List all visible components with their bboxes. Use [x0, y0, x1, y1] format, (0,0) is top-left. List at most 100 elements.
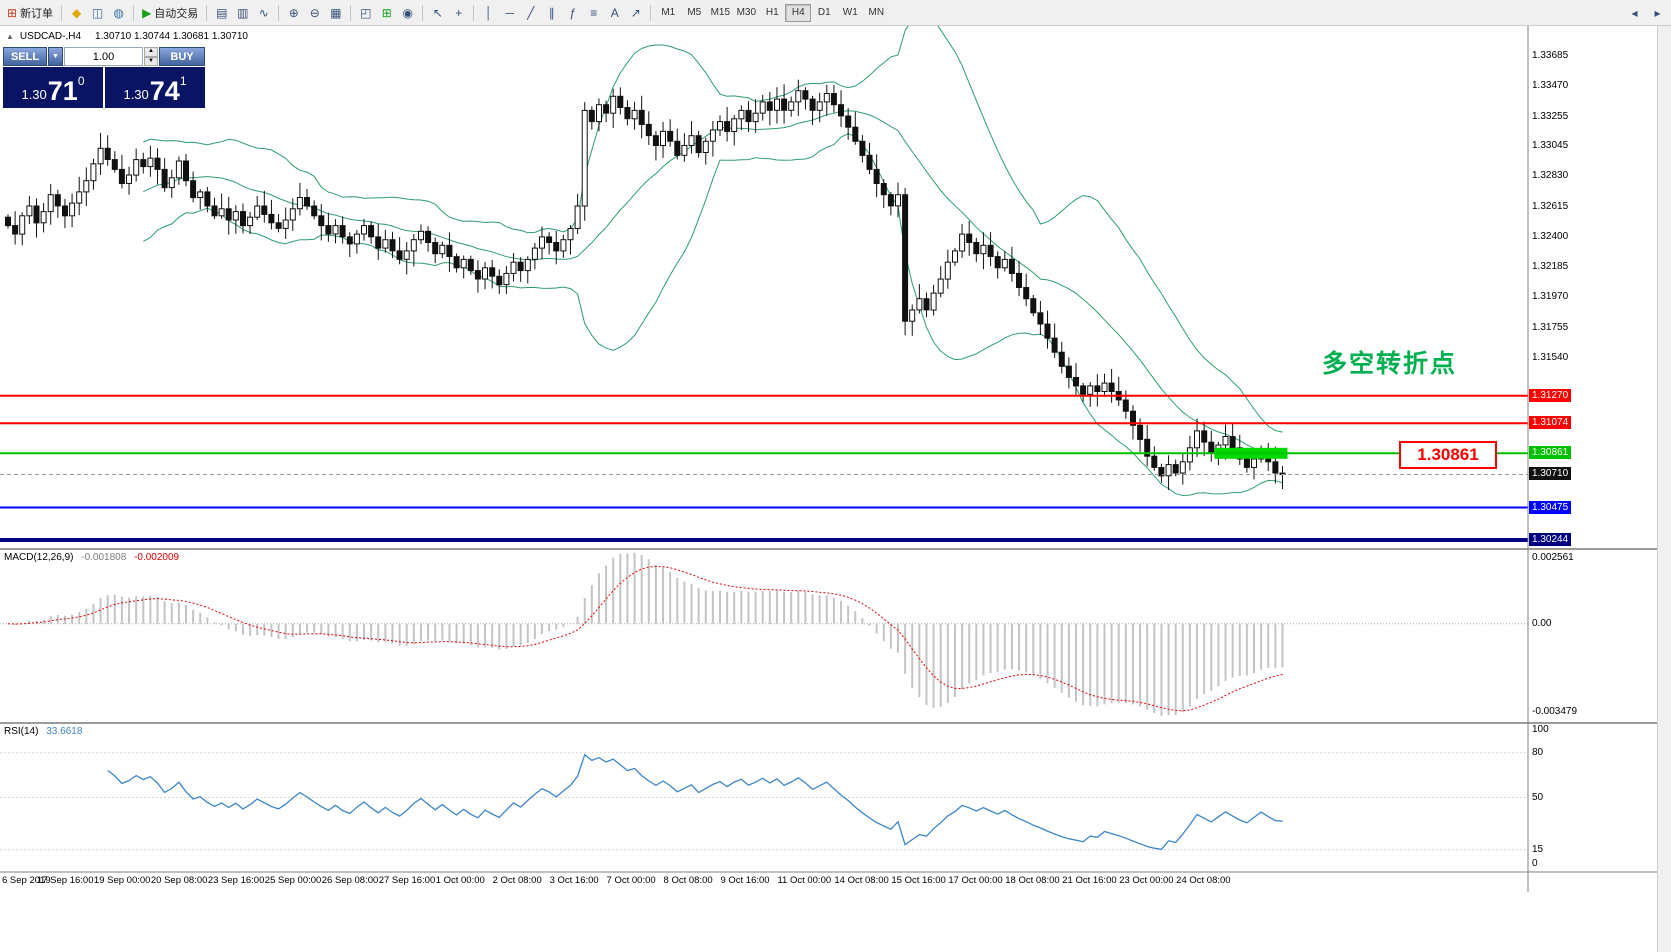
new-chart-button[interactable]: ⊞ [376, 3, 397, 23]
price-tag: 1.30861 [1529, 446, 1572, 460]
macd-value: -0.001808 [81, 552, 127, 563]
time-axis-label: 26 Sep 08:00 [321, 875, 379, 886]
time-axis-label: 1 Oct 00:00 [435, 875, 485, 886]
time-axis-label: 15 Oct 16:00 [891, 875, 946, 886]
horizontal-line-icon: ─ [505, 5, 515, 20]
autotrade-button[interactable]: ▶ 自动交易 [138, 3, 202, 23]
macd-axis-tick: 0.002561 [1532, 551, 1574, 563]
price-tick: 1.32185 [1532, 261, 1569, 273]
toolbar-prev-button[interactable]: ◂ [1624, 3, 1645, 23]
one-click-trading-panel: SELL ▼ ▲ ▼ BUY 1.30 71 0 1.30 74 1 [3, 47, 205, 108]
new-chart-icon: ⊞ [381, 5, 392, 20]
rsi-axis-tick: 50 [1532, 791, 1544, 803]
volume-dropdown-button[interactable]: ▼ [48, 47, 63, 66]
time-axis-label: 23 Oct 00:00 [1119, 875, 1174, 886]
bar-chart-button[interactable]: ▤ [211, 3, 232, 23]
rsi-axis-tick: 100 [1532, 724, 1549, 735]
text-icon: A [610, 5, 619, 20]
arrows-button[interactable]: ↗ [625, 3, 646, 23]
time-axis-label: 6 Sep 2019 [2, 875, 51, 886]
auto-scroll-button[interactable]: ◉ [397, 3, 418, 23]
new-order-button[interactable]: ⊞ 新订单 [3, 3, 57, 23]
chart-ohlc-label: 1.30710 1.30744 1.30681 1.30710 [95, 31, 248, 42]
price-tag: 1.31270 [1529, 388, 1572, 402]
timeframe-d1-button[interactable]: D1 [811, 3, 838, 22]
crosshair-button[interactable]: + [448, 3, 469, 23]
objects-list-button[interactable]: ≡ [583, 3, 604, 23]
timeframe-m5-button[interactable]: M5 [681, 3, 708, 22]
pivot-annotation[interactable]: 多空转折点 [1322, 350, 1458, 378]
macd-histogram [14, 552, 1284, 716]
new-order-label: 新订单 [20, 7, 54, 20]
price-callout[interactable]: 1.30861 [1399, 441, 1497, 469]
time-axis-label: 17 Sep 16:00 [36, 875, 94, 886]
timeframe-h1-button[interactable]: H1 [759, 3, 786, 22]
buy-price-pips: 74 [149, 76, 180, 107]
rsi-axis-tick: 15 [1532, 843, 1544, 855]
market-watch-button[interactable]: ◫ [87, 3, 108, 23]
macd-axis-tick: 0.00 [1532, 617, 1552, 629]
toolbar-separator [650, 4, 652, 21]
bar-chart-icon: ▤ [216, 5, 228, 20]
favorites-button[interactable]: ◆ [66, 3, 87, 23]
sell-price-button[interactable]: 1.30 71 0 [3, 67, 103, 108]
fibonacci-button[interactable]: ƒ [562, 3, 583, 23]
fibonacci-icon: ƒ [569, 5, 577, 20]
price-tick: 1.31970 [1532, 291, 1569, 303]
autotrade-label: 自动交易 [154, 7, 199, 20]
price-tick: 1.33045 [1532, 140, 1569, 152]
candlestick-chart-button[interactable]: ▥ [232, 3, 253, 23]
volume-up-button[interactable]: ▲ [144, 47, 158, 57]
toolbar: ⊞ 新订单 ◆ ◫ ◍ ▶ 自动交易 ▤ ▥ ∿ ⊕ ⊖ ▦ ◰ ⊞ ◉ ↖ + │ ─ ╱ ∥ ƒ ≡ A ↗ M1 M5 M15 M3… [0, 0, 1671, 26]
time-axis-label: 25 Sep 00:00 [264, 875, 322, 886]
horizontal-line-button[interactable]: ─ [499, 3, 520, 23]
new-order-icon: ⊞ [7, 5, 18, 20]
volume-input[interactable] [64, 47, 143, 66]
price-tick: 1.33470 [1532, 80, 1569, 92]
window-scrollbar-strip [1657, 26, 1671, 952]
timeframe-w1-button[interactable]: W1 [837, 3, 864, 22]
price-tick: 1.31540 [1532, 351, 1569, 363]
time-axis-label: 20 Sep 08:00 [150, 875, 208, 886]
buy-price-button[interactable]: 1.30 74 1 [105, 67, 205, 108]
time-axis-label: 14 Oct 08:00 [834, 875, 889, 886]
text-button[interactable]: A [604, 3, 625, 23]
grid-button[interactable]: ▦ [325, 3, 346, 23]
tile-windows-button[interactable]: ◰ [355, 3, 376, 23]
rsi-label-row: RSI(14) 33.6618 [4, 726, 82, 737]
timeframe-h4-button[interactable]: H4 [785, 3, 812, 22]
candles [5, 79, 1286, 490]
timeframe-m1-button[interactable]: M1 [655, 3, 682, 22]
time-axis-label: 21 Oct 16:00 [1062, 875, 1117, 886]
toolbar-next-button[interactable]: ▸ [1647, 3, 1668, 23]
toolbar-separator [422, 4, 424, 21]
zoom-in-button[interactable]: ⊕ [283, 3, 304, 23]
channel-button[interactable]: ∥ [541, 3, 562, 23]
cursor-button[interactable]: ↖ [427, 3, 448, 23]
crosshair-icon: + [455, 5, 463, 20]
time-axis-label: 8 Oct 08:00 [663, 875, 713, 886]
terminal-button[interactable]: ◍ [108, 3, 129, 23]
price-tag: 1.31074 [1529, 416, 1572, 430]
chart-header: ▲ USDCAD-,H4 1.30710 1.30744 1.30681 1.3… [6, 31, 248, 42]
price-tag: 1.30475 [1529, 500, 1572, 514]
time-axis-label: 11 Oct 00:00 [777, 875, 832, 886]
timeframe-m15-button[interactable]: M15 [707, 3, 734, 22]
zoom-out-button[interactable]: ⊖ [304, 3, 325, 23]
timeframe-mn-button[interactable]: MN [863, 3, 890, 22]
toolbar-separator [206, 4, 208, 21]
candlestick-chart-icon: ▥ [237, 5, 249, 20]
vertical-line-button[interactable]: │ [478, 3, 499, 23]
buy-button[interactable]: BUY [159, 47, 205, 66]
line-chart-button[interactable]: ∿ [253, 3, 274, 23]
objects-list-icon: ≡ [590, 5, 598, 20]
sell-button[interactable]: SELL [3, 47, 47, 66]
sell-price-pips: 71 [47, 76, 78, 107]
trendline-button[interactable]: ╱ [520, 3, 541, 23]
rsi-line [107, 753, 1283, 851]
timeframe-m30-button[interactable]: M30 [733, 3, 760, 22]
toolbar-separator [350, 4, 352, 21]
volume-down-button[interactable]: ▼ [144, 56, 158, 66]
toolbar-separator [473, 4, 475, 21]
